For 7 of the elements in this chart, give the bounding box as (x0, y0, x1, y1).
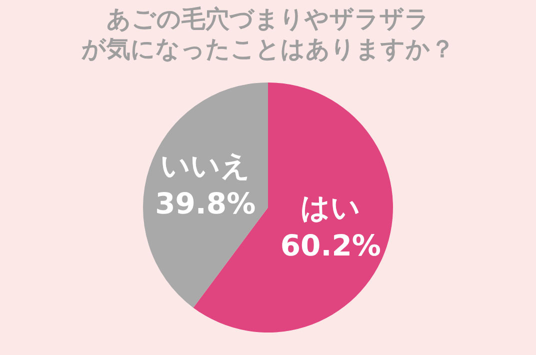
data-label: 39.8% (155, 186, 256, 221)
chart-title: あごの毛穴づまりやザラザラ (106, 5, 430, 33)
slice-label: はい (300, 190, 361, 224)
pie-slice (143, 82, 268, 308)
slice-label: いいえ (160, 148, 250, 183)
data-label: 60.2% (280, 228, 381, 262)
chart-subtitle: が気になったことはありますか？ (82, 35, 454, 63)
